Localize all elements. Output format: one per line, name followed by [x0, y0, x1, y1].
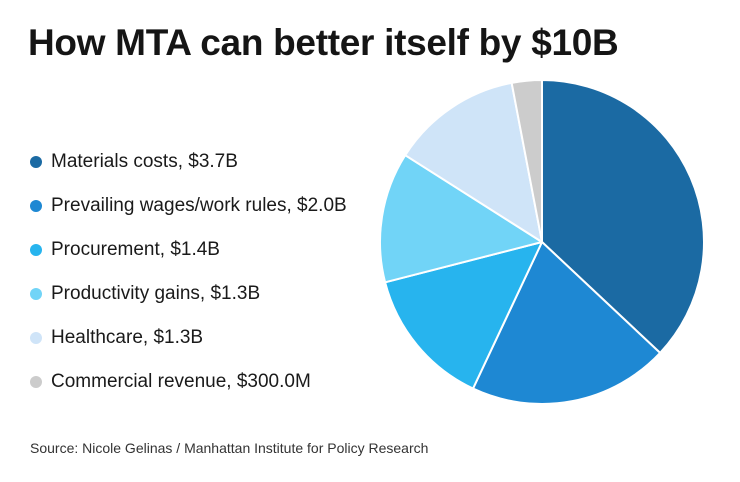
- legend-swatch: [30, 332, 42, 344]
- legend-swatch: [30, 200, 42, 212]
- pie-slice: [510, 79, 543, 243]
- chart-title: How MTA can better itself by $10B: [28, 22, 619, 63]
- legend-item: Healthcare, $1.3B: [30, 316, 347, 360]
- legend-label: Productivity gains, $1.3B: [51, 283, 261, 304]
- pie-slice: [384, 241, 543, 390]
- legend-swatch: [30, 244, 42, 256]
- legend-label: Materials costs, $3.7B: [51, 151, 238, 172]
- source-note: Source: Nicole Gelinas / Manhattan Insti…: [30, 440, 429, 456]
- legend-item: Procurement, $1.4B: [30, 228, 347, 272]
- pie-slice: [541, 79, 705, 354]
- legend-item: Prevailing wages/work rules, $2.0B: [30, 184, 347, 228]
- legend-swatch: [30, 288, 42, 300]
- legend-swatch: [30, 156, 42, 168]
- pie-slice: [379, 154, 543, 284]
- legend-item: Productivity gains, $1.3B: [30, 272, 347, 316]
- pie-slice: [472, 241, 662, 405]
- chart-legend: Materials costs, $3.7B Prevailing wages/w…: [30, 140, 347, 404]
- legend-label: Prevailing wages/work rules, $2.0B: [51, 195, 347, 216]
- legend-item: Materials costs, $3.7B: [30, 140, 347, 184]
- pie-slice: [404, 81, 543, 243]
- pie-chart: [379, 79, 705, 405]
- legend-label: Procurement, $1.4B: [51, 239, 220, 260]
- legend-label: Commercial revenue, $300.0M: [51, 371, 311, 392]
- legend-item: Commercial revenue, $300.0M: [30, 360, 347, 404]
- legend-swatch: [30, 376, 42, 388]
- legend-label: Healthcare, $1.3B: [51, 327, 204, 348]
